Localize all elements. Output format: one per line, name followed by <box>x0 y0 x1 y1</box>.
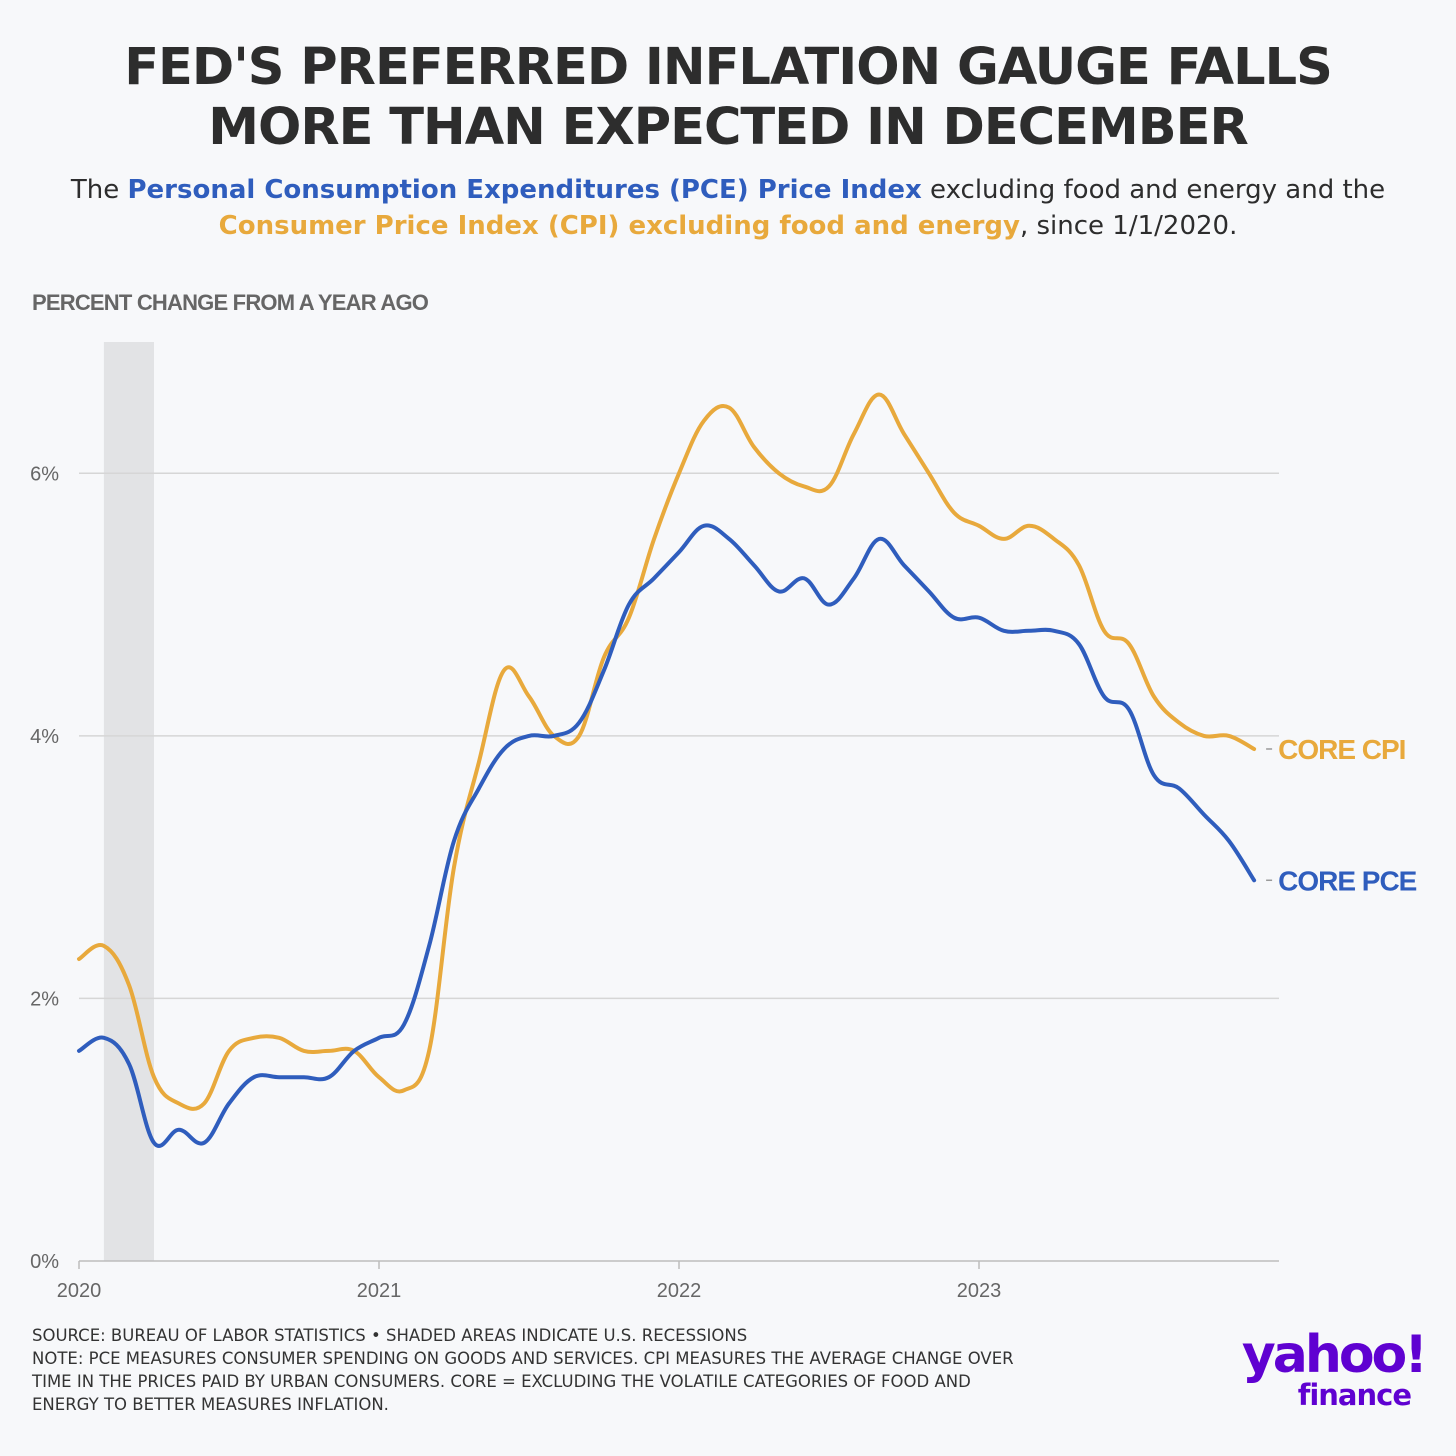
y-tick-label: 6% <box>30 463 59 485</box>
logo-product: finance <box>1297 1378 1412 1412</box>
series-line-core-pce <box>77 523 1257 1148</box>
recession-shading <box>103 342 154 1261</box>
logo-wordmark: yahoo! <box>1241 1325 1428 1385</box>
label-layer: CORE CPI CORE PCE <box>1266 734 1418 896</box>
subtitle-middle: excluding food and energy and the <box>921 175 1386 205</box>
subtitle-line-1: The Personal Consumption Expenditures (P… <box>0 172 1456 208</box>
x-tick-label: 2022 <box>657 1280 702 1302</box>
series-label-core-pce: CORE PCE <box>1278 865 1417 896</box>
subtitle-line-2: Consumer Price Index (CPI) excluding foo… <box>0 208 1456 244</box>
grid-layer: 0% 2% 4% 6% 2020 2021 2022 2023 <box>30 463 1279 1302</box>
y-tick-label: 0% <box>30 1251 59 1273</box>
source-note: SOURCE: BUREAU OF LABOR STATISTICS • SHA… <box>32 1326 748 1345</box>
x-tick-label: 2023 <box>957 1280 1002 1302</box>
subtitle-end: , since 1/1/2020. <box>1019 211 1238 241</box>
note-line-3: ENERGY TO BETTER MEASURES INFLATION. <box>32 1395 389 1414</box>
subtitle-cpi-highlight: Consumer Price Index (CPI) excluding foo… <box>218 211 1020 241</box>
x-tick-label: 2021 <box>357 1280 402 1302</box>
chart-title: FED'S PREFERRED INFLATION GAUGE FALLS MO… <box>0 38 1456 158</box>
subtitle-pce-highlight: Personal Consumption Expenditures (PCE) … <box>127 175 922 205</box>
chart-subtitle: The Personal Consumption Expenditures (P… <box>0 172 1456 244</box>
line-chart: 0% 2% 4% 6% 2020 2021 2022 2023 CORE CPI CORE PC… <box>30 342 1418 1302</box>
chart-footer: SOURCE: BUREAU OF LABOR STATISTICS • SHA… <box>32 1324 1122 1416</box>
x-tick-label: 2020 <box>57 1280 102 1302</box>
y-tick-label: 2% <box>30 988 59 1010</box>
series-label-core-cpi: CORE CPI <box>1278 734 1405 765</box>
y-tick-label: 4% <box>30 726 59 748</box>
title-line-2: MORE THAN EXPECTED IN DECEMBER <box>208 98 1248 157</box>
y-axis-title: PERCENT CHANGE FROM A YEAR AGO <box>32 290 429 315</box>
note-line-1: NOTE: PCE MEASURES CONSUMER SPENDING ON … <box>32 1349 1014 1368</box>
series-line-core-cpi <box>77 392 1257 1111</box>
recession-layer <box>103 342 154 1261</box>
yahoo-finance-logo: yahoo! finance <box>1215 1325 1428 1412</box>
note-line-2: TIME IN THE PRICES PAID BY URBAN CONSUME… <box>32 1372 971 1391</box>
title-line-1: FED'S PREFERRED INFLATION GAUGE FALLS <box>124 38 1333 97</box>
series-layer <box>77 392 1257 1148</box>
subtitle-the: The <box>70 175 128 205</box>
